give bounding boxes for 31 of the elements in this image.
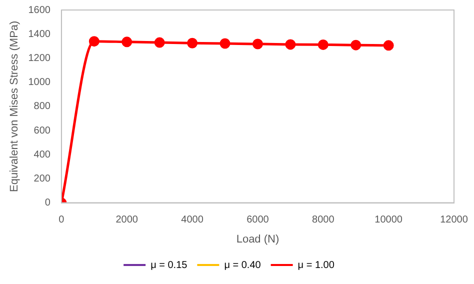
point — [350, 40, 362, 50]
x-tick-label: 10000 — [374, 214, 403, 226]
point — [285, 39, 296, 50]
point — [383, 40, 394, 51]
y-tick-label: 800 — [34, 101, 51, 112]
point — [187, 38, 198, 48]
x-tick-label: 2000 — [116, 214, 138, 226]
point — [318, 39, 328, 50]
legend-label: μ = 0.40 — [224, 260, 262, 271]
x-tick-label: 4000 — [181, 214, 204, 226]
y-axis-title: Equivalent von Mises Stress (MPa) — [8, 20, 21, 192]
x-tick-label: 12000 — [440, 214, 468, 226]
y-tick-label: 400 — [34, 149, 51, 160]
point — [252, 38, 263, 50]
point — [220, 38, 230, 49]
x-tick-label: 0 — [58, 214, 65, 226]
point — [122, 36, 132, 48]
y-tick-label: 1400 — [28, 28, 51, 40]
y-tick-label: 600 — [34, 125, 51, 136]
y-tick-label: 1000 — [28, 77, 51, 88]
y-tick-label: 0 — [44, 198, 51, 209]
point — [154, 37, 165, 48]
x-tick-label: 6000 — [246, 214, 270, 226]
legend-label: μ = 1.00 — [298, 260, 335, 271]
x-axis-title: Load (N) — [236, 233, 280, 246]
y-tick-label: 1600 — [28, 4, 51, 16]
point — [88, 36, 100, 47]
legend-label: μ = 0.15 — [150, 260, 188, 271]
y-tick-label: 1200 — [28, 52, 51, 64]
y-tick-label: 200 — [34, 173, 51, 184]
x-tick-label: 8000 — [312, 214, 335, 226]
